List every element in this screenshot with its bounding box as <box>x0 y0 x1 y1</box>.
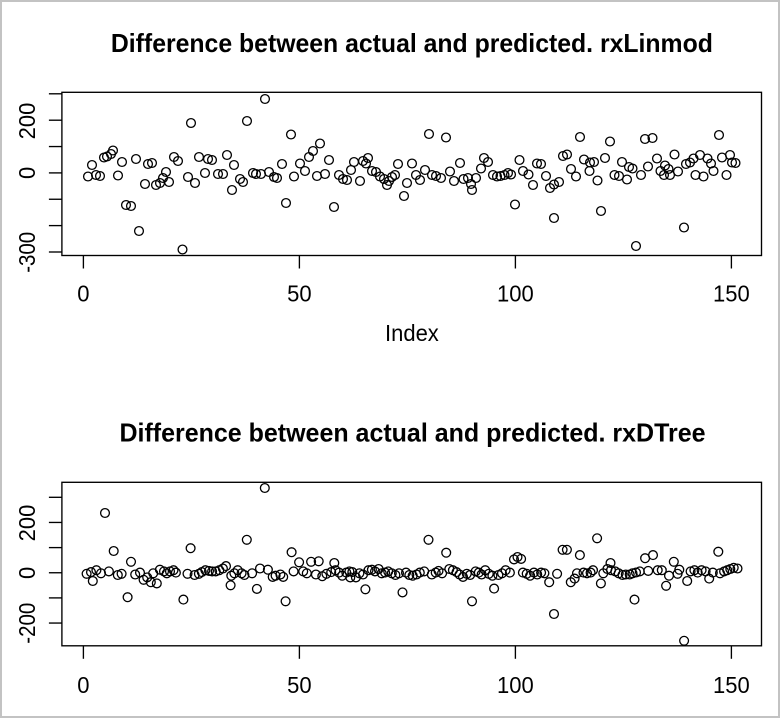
svg-text:100: 100 <box>497 672 534 698</box>
svg-text:150: 150 <box>713 672 750 698</box>
svg-text:Difference between actual and: Difference between actual and predicted.… <box>111 28 713 58</box>
svg-text:0: 0 <box>77 672 89 698</box>
svg-text:100: 100 <box>497 281 534 307</box>
svg-text:50: 50 <box>287 281 312 307</box>
svg-text:0: 0 <box>77 281 89 307</box>
svg-text:200: 200 <box>14 103 40 140</box>
svg-text:200: 200 <box>14 505 40 542</box>
svg-text:Difference between actual and: Difference between actual and predicted.… <box>120 418 706 448</box>
svg-text:0: 0 <box>14 167 40 179</box>
svg-text:-200: -200 <box>14 603 40 644</box>
svg-text:150: 150 <box>713 281 750 307</box>
svg-text:0: 0 <box>14 567 40 579</box>
svg-text:50: 50 <box>287 672 312 698</box>
svg-text:Index: Index <box>385 320 439 346</box>
svg-text:-300: -300 <box>14 232 40 273</box>
